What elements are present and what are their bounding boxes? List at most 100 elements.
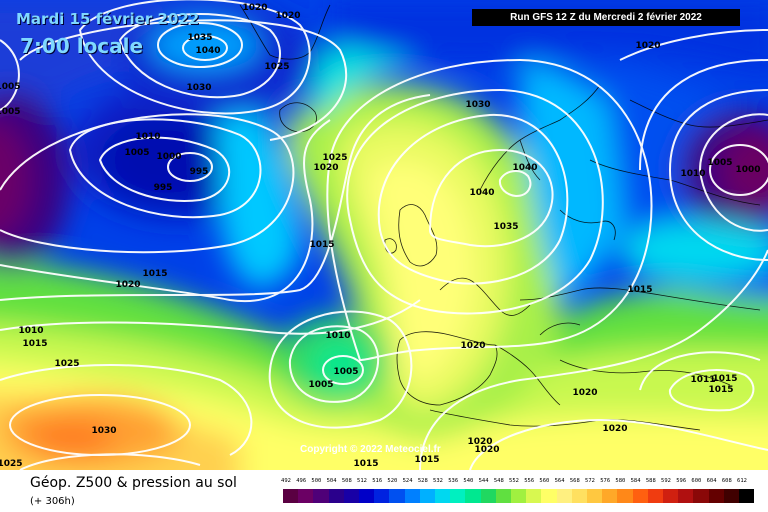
scale-swatch (404, 489, 420, 503)
isobar-label: 1035 (187, 33, 213, 43)
scale-swatch (450, 489, 466, 503)
scale-tick-label: 508 (341, 478, 352, 484)
scale-swatch (389, 489, 405, 503)
isobar-label: 1015 (414, 455, 440, 465)
scale-tick-label: 516 (372, 478, 383, 484)
scale-tick-label: 520 (387, 478, 398, 484)
scale-tick-label: 564 (554, 478, 565, 484)
scale-swatch (359, 489, 375, 503)
scale-swatch (693, 489, 709, 503)
legend-title: Géop. Z500 & pression au sol (30, 475, 237, 491)
scale-swatch (328, 489, 344, 503)
isobar-label: 1020 (242, 3, 268, 13)
isobar-label: 1020 (115, 280, 141, 290)
isobar-label: 1005 (0, 107, 21, 117)
scale-tick-label: 500 (311, 478, 322, 484)
model-run-label: Run GFS 12 Z du Mercredi 2 février 2022 (472, 9, 740, 26)
scale-tick-label: 588 (645, 478, 656, 484)
scale-tick-label: 492 (281, 478, 291, 484)
scale-swatch (435, 489, 451, 503)
scale-tick-label: 568 (569, 478, 580, 484)
isobar-label: 1015 (309, 240, 335, 250)
isobar-label: 1025 (54, 359, 80, 369)
scale-tick-label: 504 (326, 478, 337, 484)
isobar-label: 1040 (469, 188, 495, 198)
geopotential-field-map (0, 0, 768, 470)
isobar-label: 1020 (275, 11, 301, 21)
isobar-label: 995 (189, 167, 209, 177)
scale-tick-label: 580 (615, 478, 626, 484)
isobar-label: 1020 (467, 437, 493, 447)
scale-tick-label: 572 (585, 478, 595, 484)
scale-tick-label: 612 (737, 478, 747, 484)
isobar-label: 1015 (353, 459, 379, 469)
scale-tick-label: 532 (433, 478, 443, 484)
scale-tick-label: 608 (721, 478, 732, 484)
scale-tick-label: 536 (448, 478, 459, 484)
scale-swatch (313, 489, 329, 503)
scale-swatch (541, 489, 557, 503)
scale-tick-label: 596 (676, 478, 687, 484)
isobar-label: 1005 (0, 82, 21, 92)
forecast-date: Mardi 15 février 2022 (16, 10, 200, 28)
isobar-label: 1020 (460, 341, 486, 351)
isobar-label: 995 (153, 183, 173, 193)
scale-tick-label: 560 (539, 478, 550, 484)
scale-swatch (587, 489, 603, 503)
scale-tick-label: 528 (417, 478, 428, 484)
scale-swatch (723, 489, 739, 503)
scale-swatch (480, 489, 496, 503)
scale-swatch (678, 489, 694, 503)
isobar-label: 1011 (690, 375, 716, 385)
isobar-label: 1010 (680, 169, 706, 179)
scale-swatch (526, 489, 542, 503)
isobar-label: 1020 (572, 388, 598, 398)
isobar-label: 1025 (322, 153, 348, 163)
scale-swatch (602, 489, 618, 503)
isobar-label: 1040 (195, 46, 221, 56)
scale-swatch (556, 489, 572, 503)
scale-tick-label: 592 (661, 478, 671, 484)
isobar-label: 1020 (474, 445, 500, 455)
scale-swatch (298, 489, 314, 503)
isobar-label: 1005 (707, 158, 733, 168)
isobar-label: 1000 (156, 152, 182, 162)
scale-swatch (739, 489, 755, 503)
isobar-label: 1010 (325, 331, 351, 341)
isobar-label: 1030 (465, 100, 491, 110)
isobar-label: 1010 (135, 132, 161, 142)
legend-footer: Géop. Z500 & pression au sol (+ 306h) 49… (0, 470, 768, 512)
isobar-label: 1015 (708, 385, 734, 395)
isobar-label: 1030 (186, 83, 212, 93)
scale-swatch (663, 489, 679, 503)
isobar-label: 1020 (313, 163, 339, 173)
isobar-label: 1020 (602, 424, 628, 434)
scale-tick-label: 552 (509, 478, 519, 484)
scale-swatch (495, 489, 511, 503)
scale-swatch (617, 489, 633, 503)
scale-tick-label: 544 (478, 478, 489, 484)
isobar-label: 1005 (308, 380, 334, 390)
scale-swatch (511, 489, 527, 503)
isobar-label: 1015 (142, 269, 168, 279)
isobar-label: 1035 (493, 222, 519, 232)
scale-tick-label: 512 (357, 478, 367, 484)
scale-tick-label: 548 (493, 478, 504, 484)
isobar-label: 1040 (512, 163, 538, 173)
scale-tick-label: 576 (600, 478, 611, 484)
scale-tick-label: 540 (463, 478, 474, 484)
isobar-label: 1010 (18, 326, 44, 336)
isobar-label: 1005 (124, 148, 150, 158)
isobar-label: 1025 (0, 459, 23, 469)
scale-swatch (571, 489, 587, 503)
isobar-label: 1020 (635, 41, 661, 51)
forecast-range: (+ 306h) (30, 496, 75, 507)
scale-tick-label: 600 (691, 478, 702, 484)
isobar-label: 1015 (712, 374, 738, 384)
scale-swatch (632, 489, 648, 503)
scale-tick-label: 604 (706, 478, 717, 484)
scale-swatch (419, 489, 435, 503)
scale-tick-label: 524 (402, 478, 413, 484)
scale-swatch (343, 489, 359, 503)
